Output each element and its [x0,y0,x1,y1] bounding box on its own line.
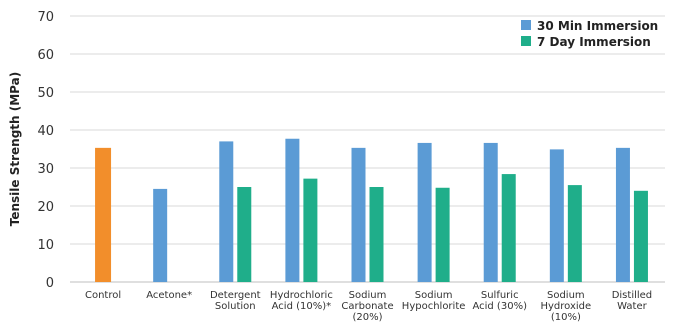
x-tick-label: Distilled Water [612,290,652,312]
bar-30min [615,147,630,282]
x-tick-label: Sodium Hypochlorite [402,290,466,312]
bar-30min [483,142,498,282]
legend-swatch [521,20,531,30]
legend-label: 7 Day Immersion [537,35,651,49]
x-tick-label: Control [85,290,121,301]
bar-30min [417,142,432,282]
y-tick-label: 50 [37,86,54,101]
legend-label: 30 Min Immersion [537,19,658,33]
bar-7day [303,178,318,282]
y-tick-label: 70 [37,10,54,25]
bar-7day [633,190,648,282]
bar-30min [219,141,234,282]
bar-30min [285,138,300,282]
y-tick-label: 60 [37,48,54,63]
bar-7day [237,187,252,282]
y-axis-label: Tensile Strength (MPa) [8,72,22,226]
y-tick-label: 0 [46,276,54,291]
x-tick-label: Detergent Solution [210,290,261,312]
bar-30min [153,188,168,282]
y-tick-label: 10 [37,238,54,253]
y-tick-label: 40 [37,124,54,139]
bar-30min [549,149,564,282]
bar-control [95,147,112,282]
x-tick-label: Hydrochloric Acid (10%)* [270,290,333,312]
x-tick-label: Sodium Hydroxide (10%) [540,290,591,323]
bar-7day [435,187,450,282]
bar-7day [369,187,384,282]
y-tick-label: 30 [37,162,54,177]
legend-swatch [521,36,531,46]
y-tick-label: 20 [37,200,54,215]
bar-7day [567,185,582,282]
x-tick-label: Acetone* [146,290,192,301]
x-tick-label: Sodium Carbonate (20%) [341,290,393,323]
bar-30min [351,147,366,282]
bar-7day [501,174,516,282]
x-tick-label: Sulfuric Acid (30%) [472,290,527,312]
